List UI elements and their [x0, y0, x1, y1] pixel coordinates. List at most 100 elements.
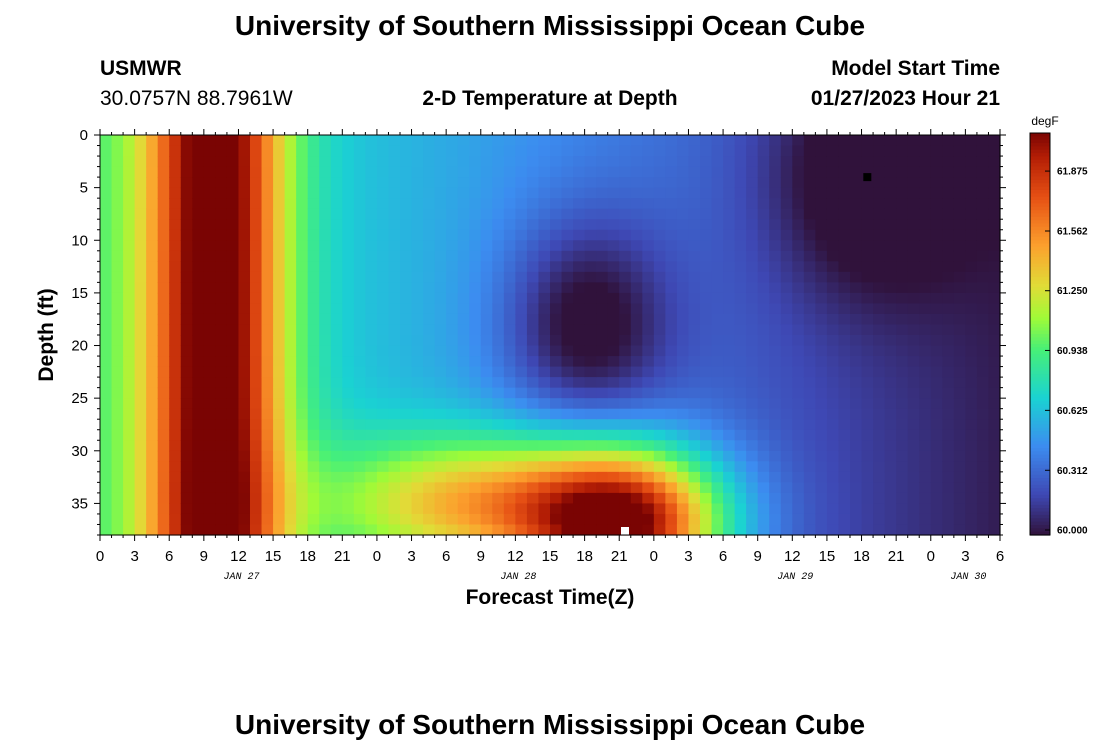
- heatmap-cell: [376, 271, 390, 283]
- heatmap-cell: [296, 198, 309, 210]
- heatmap-cell: [653, 440, 666, 452]
- heatmap-cell: [550, 440, 563, 452]
- heatmap-cell: [134, 398, 147, 410]
- heatmap-cell: [838, 135, 851, 147]
- heatmap-cell: [815, 229, 828, 241]
- heatmap-cell: [988, 250, 1001, 262]
- heatmap-cell: [100, 450, 113, 462]
- heatmap-cell: [561, 261, 574, 273]
- heatmap-cell: [838, 408, 851, 420]
- heatmap-cell: [111, 461, 124, 473]
- heatmap-cell: [942, 513, 955, 526]
- heatmap-cell: [526, 240, 540, 252]
- heatmap-cell: [607, 250, 620, 262]
- heatmap-cell: [480, 250, 493, 262]
- heatmap-cell: [503, 398, 516, 410]
- heatmap-cell: [988, 513, 1001, 526]
- heatmap-cell: [607, 156, 620, 168]
- heatmap-cell: [353, 408, 366, 420]
- heatmap-cell: [619, 482, 632, 494]
- heatmap-cell: [169, 503, 182, 515]
- heatmap-cell: [619, 387, 632, 399]
- heatmap-cell: [746, 219, 759, 231]
- heatmap-cell: [573, 345, 586, 357]
- heatmap-cell: [619, 229, 632, 241]
- heatmap-cell: [353, 250, 366, 262]
- heatmap-cell: [376, 313, 390, 326]
- heatmap-cell: [111, 177, 124, 189]
- station-coords: 30.0757N 88.7961W: [100, 87, 293, 110]
- heatmap-cell: [503, 166, 516, 178]
- heatmap-cell: [492, 208, 505, 220]
- heatmap-cell: [480, 208, 493, 220]
- heatmap-cell: [642, 271, 655, 283]
- heatmap-cell: [238, 345, 251, 357]
- heatmap-cell: [665, 482, 678, 494]
- heatmap-cell: [665, 250, 678, 262]
- heatmap-cell: [884, 345, 897, 357]
- heatmap-cell: [434, 177, 447, 189]
- x-tick-label: 6: [165, 548, 173, 565]
- heatmap-cell: [642, 524, 655, 536]
- heatmap-cell: [873, 524, 886, 536]
- colorbar-segment: [1030, 521, 1050, 526]
- heatmap-cell: [296, 482, 309, 494]
- heatmap-cell: [134, 492, 147, 505]
- heatmap-cell: [319, 145, 332, 157]
- heatmap-cell: [146, 450, 159, 462]
- heatmap-cell: [134, 303, 147, 315]
- heatmap-cell: [273, 282, 286, 294]
- heatmap-cell: [342, 324, 355, 336]
- x-axis-label: Forecast Time(Z): [466, 586, 635, 609]
- heatmap-cell: [492, 303, 505, 315]
- heatmap-cell: [434, 450, 447, 462]
- heatmap-cell: [838, 419, 851, 431]
- heatmap-cell: [446, 208, 459, 220]
- heatmap-cell: [365, 492, 378, 505]
- heatmap-cell: [942, 356, 955, 368]
- heatmap-cell: [388, 324, 401, 336]
- heatmap-cell: [907, 356, 920, 368]
- heatmap-cell: [273, 198, 286, 210]
- heatmap-cell: [238, 366, 251, 378]
- heatmap-cell: [526, 261, 540, 273]
- heatmap-cell: [100, 240, 113, 252]
- heatmap-cell: [457, 471, 470, 483]
- heatmap-cell: [273, 240, 286, 252]
- heatmap-cell: [388, 482, 401, 494]
- heatmap-cell: [319, 166, 332, 178]
- heatmap-cell: [446, 177, 459, 189]
- heatmap-cell: [146, 240, 159, 252]
- colorbar-segment: [1030, 213, 1050, 218]
- heatmap-cell: [296, 135, 309, 147]
- heatmap-cell: [734, 461, 747, 473]
- heatmap-cell: [988, 187, 1001, 199]
- heatmap-cell: [503, 377, 516, 389]
- heatmap-cell: [573, 240, 586, 252]
- colorbar-segment: [1030, 494, 1050, 499]
- heatmap-cell: [284, 377, 297, 389]
- heatmap-cell: [215, 208, 228, 220]
- heatmap-cell: [723, 219, 736, 231]
- colorbar-segment: [1030, 474, 1050, 479]
- heatmap-cell: [146, 271, 159, 283]
- heatmap-cell: [342, 166, 355, 178]
- model-start-label: Model Start Time: [831, 57, 1000, 80]
- heatmap-cell: [284, 156, 297, 168]
- heatmap-cell: [838, 429, 851, 441]
- heatmap-cell: [250, 135, 263, 147]
- heatmap-cell: [261, 177, 274, 189]
- heatmap-cell: [850, 324, 863, 336]
- heatmap-cell: [550, 303, 563, 315]
- heatmap-cell: [734, 250, 747, 262]
- heatmap-cell: [861, 219, 874, 231]
- heatmap-cell: [180, 324, 193, 336]
- heatmap-cell: [734, 313, 747, 326]
- heatmap-cell: [446, 429, 459, 441]
- heatmap-cell: [861, 271, 874, 283]
- heatmap-cell: [976, 377, 990, 389]
- heatmap-cell: [884, 156, 897, 168]
- heatmap-cell: [215, 513, 228, 526]
- heatmap-cell: [746, 345, 759, 357]
- heatmap-cell: [157, 208, 170, 220]
